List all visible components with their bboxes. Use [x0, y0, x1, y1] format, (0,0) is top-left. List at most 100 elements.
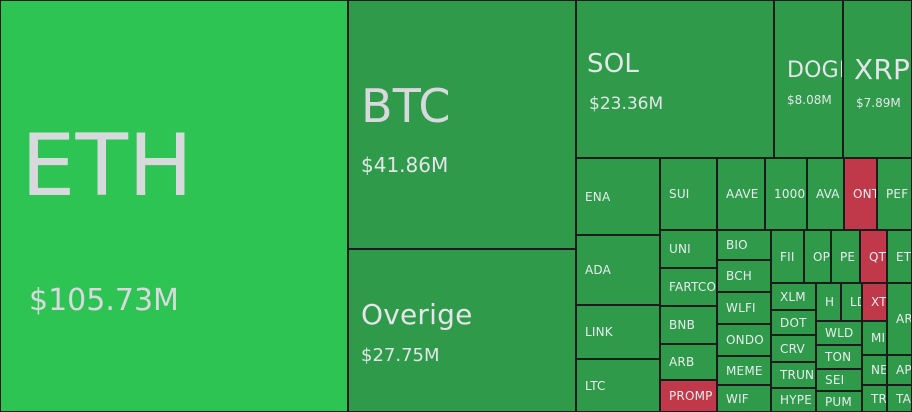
- tile-bch[interactable]: BCH: [717, 260, 771, 292]
- tile-pef[interactable]: PEF: [877, 158, 912, 230]
- tile-symbol: WLFI: [726, 301, 756, 315]
- tile-symbol: HYPE: [780, 393, 812, 407]
- tile-crv[interactable]: CRV: [771, 335, 816, 362]
- tile-pe[interactable]: PE: [831, 230, 860, 283]
- tile-fi[interactable]: FII: [771, 230, 804, 283]
- tile-ovg[interactable]: Overige $27.75M: [348, 249, 576, 412]
- tile-ar[interactable]: AR: [887, 283, 912, 355]
- tile-trun[interactable]: TRUN: [771, 362, 816, 388]
- tile-symbol: H: [825, 295, 835, 309]
- tile-symbol: FII: [780, 249, 795, 264]
- tile-bnb[interactable]: BNB: [660, 306, 717, 344]
- tile-mi[interactable]: MI: [862, 321, 887, 355]
- tile-btc[interactable]: BTC $41.86M: [348, 0, 576, 249]
- tile-symbol: ETH: [21, 116, 194, 216]
- tile-symbol: DOGE: [787, 58, 842, 83]
- tile-symbol: ADA: [585, 263, 612, 277]
- tile-1000[interactable]: 1000: [765, 158, 807, 230]
- tile-symbol: BIO: [726, 238, 748, 252]
- tile-symbol: LTC: [585, 378, 606, 393]
- tile-symbol: ONT: [853, 187, 877, 201]
- tile-h[interactable]: H: [816, 283, 841, 321]
- tile-symbol: UNI: [669, 242, 691, 256]
- tile-symbol: AR: [896, 312, 912, 326]
- tile-dot[interactable]: DOT: [771, 310, 816, 335]
- tile-volume: $105.73M: [29, 283, 179, 318]
- tile-symbol: CRV: [780, 341, 805, 356]
- tile-symbol: BTC: [361, 79, 451, 133]
- tile-symbol: SOL: [587, 49, 640, 79]
- tile-meme[interactable]: MEME: [717, 356, 771, 385]
- tile-wlfi[interactable]: WLFI: [717, 292, 771, 324]
- tile-wif[interactable]: WIF: [717, 385, 771, 412]
- tile-symbol: PEF: [886, 187, 909, 201]
- tile-symbol: WLD: [825, 326, 854, 340]
- tile-symbol: AVA: [816, 187, 840, 201]
- tile-symbol: TON: [825, 350, 852, 364]
- tile-symbol: BCH: [726, 269, 753, 283]
- tile-link[interactable]: LINK: [576, 305, 660, 359]
- tile-symbol: TA: [896, 391, 912, 406]
- tile-ondo[interactable]: ONDO: [717, 324, 771, 356]
- tile-symbol: Overige: [361, 298, 473, 331]
- tile-promp[interactable]: PROMP: [660, 380, 717, 412]
- tile-symbol: AAVE: [726, 187, 759, 201]
- tile-symbol: ARB: [669, 355, 695, 369]
- tile-wld[interactable]: WLD: [816, 321, 862, 345]
- tile-sui[interactable]: SUI: [660, 158, 717, 230]
- tile-ava[interactable]: AVA: [807, 158, 844, 230]
- tile-doge[interactable]: DOGE $8.08M: [774, 0, 843, 158]
- tile-symbol: PUM: [825, 394, 852, 409]
- tile-ltc[interactable]: LTC: [576, 359, 660, 412]
- tile-sol[interactable]: SOL $23.36M: [576, 0, 774, 158]
- tile-ne[interactable]: NE: [862, 355, 887, 385]
- tile-symbol: XT: [871, 295, 887, 309]
- tile-volume: $23.36M: [589, 94, 664, 114]
- tile-symbol: PROMP: [669, 389, 713, 403]
- tile-ld[interactable]: LD: [841, 283, 862, 321]
- tile-symbol: ET: [896, 249, 912, 264]
- tile-xlm[interactable]: XLM: [771, 283, 816, 310]
- tile-hype[interactable]: HYPE: [771, 388, 816, 412]
- tile-symbol: BNB: [669, 318, 696, 332]
- tile-volume: $41.86M: [361, 153, 449, 177]
- tile-tr[interactable]: TR: [862, 385, 887, 412]
- tile-symbol: LINK: [585, 325, 613, 339]
- tile-symbol: NE: [871, 363, 887, 377]
- tile-symbol: TRUN: [780, 368, 815, 382]
- tile-symbol: MEME: [726, 363, 763, 378]
- tile-op[interactable]: OP: [804, 230, 831, 283]
- tile-ta[interactable]: TA: [887, 385, 912, 412]
- tile-uni[interactable]: UNI: [660, 230, 717, 268]
- tile-symbol: DOT: [780, 315, 807, 330]
- tile-ont[interactable]: ONT: [844, 158, 877, 230]
- tile-et[interactable]: ET: [887, 230, 912, 283]
- tile-eth[interactable]: ETH $105.73M: [0, 0, 348, 412]
- tile-symbol: ONDO: [726, 333, 764, 347]
- tile-symbol: AP: [896, 363, 912, 377]
- tile-symbol: MI: [871, 331, 886, 345]
- tile-fartco[interactable]: FARTCO: [660, 268, 717, 306]
- tile-ton[interactable]: TON: [816, 345, 862, 369]
- tile-aave[interactable]: AAVE: [717, 158, 765, 230]
- tile-ena[interactable]: ENA: [576, 158, 660, 235]
- tile-volume: $8.08M: [787, 93, 832, 107]
- tile-bio[interactable]: BIO: [717, 230, 771, 260]
- tile-xrp[interactable]: XRP $7.89M: [843, 0, 912, 158]
- tile-symbol: OP: [813, 249, 831, 264]
- tile-ap[interactable]: AP: [887, 355, 912, 385]
- tile-symbol: QT: [869, 249, 887, 264]
- tile-qt[interactable]: QT: [860, 230, 887, 283]
- tile-sei[interactable]: SEI: [816, 369, 862, 391]
- tile-symbol: XRP: [854, 53, 911, 86]
- tile-arb[interactable]: ARB: [660, 344, 717, 380]
- tile-symbol: ENA: [585, 189, 611, 204]
- tile-ada[interactable]: ADA: [576, 235, 660, 305]
- tile-symbol: SUI: [669, 187, 690, 201]
- tile-symbol: 1000: [774, 187, 806, 201]
- tile-symbol: WIF: [726, 391, 749, 406]
- tile-pum[interactable]: PUM: [816, 391, 862, 412]
- tile-symbol: TR: [871, 391, 887, 406]
- tile-xt[interactable]: XT: [862, 283, 887, 321]
